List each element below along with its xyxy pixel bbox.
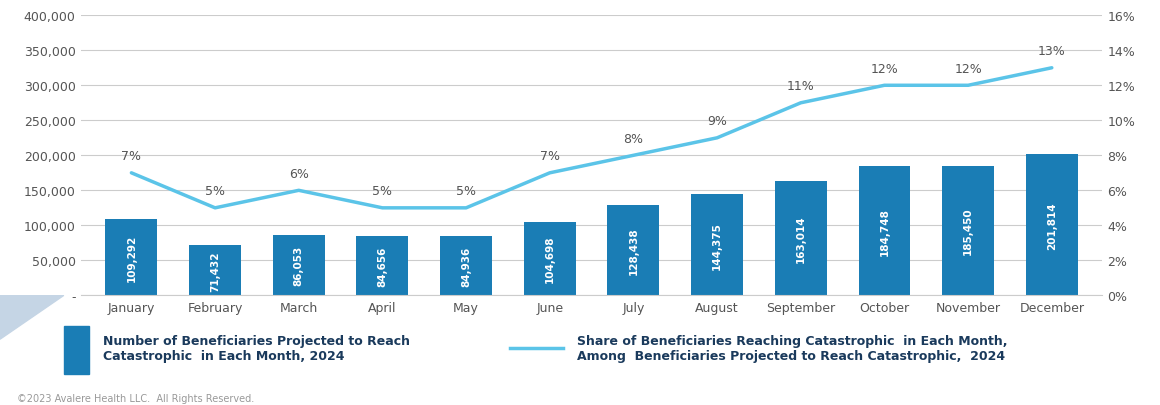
Text: 7%: 7% <box>122 150 142 163</box>
Text: 104,698: 104,698 <box>545 235 554 283</box>
Text: 11%: 11% <box>786 80 814 93</box>
Text: 128,438: 128,438 <box>629 227 638 275</box>
Bar <box>775 182 827 296</box>
Text: 12%: 12% <box>955 63 983 76</box>
FancyBboxPatch shape <box>64 326 89 374</box>
Bar <box>691 195 744 296</box>
Bar <box>189 246 241 296</box>
Text: 184,748: 184,748 <box>879 207 890 255</box>
Text: 7%: 7% <box>539 150 560 163</box>
Text: Share of Beneficiaries Reaching Catastrophic  in Each Month,
Among  Beneficiarie: Share of Beneficiaries Reaching Catastro… <box>577 334 1007 362</box>
Polygon shape <box>0 296 64 339</box>
Text: 8%: 8% <box>623 132 644 145</box>
Text: 71,432: 71,432 <box>210 251 220 291</box>
Text: 13%: 13% <box>1038 45 1066 58</box>
Bar <box>273 236 325 296</box>
Bar <box>1025 155 1078 296</box>
Text: 185,450: 185,450 <box>963 207 973 255</box>
Text: 144,375: 144,375 <box>712 222 723 269</box>
Bar <box>608 206 659 296</box>
Text: 5%: 5% <box>372 185 392 198</box>
Text: 109,292: 109,292 <box>126 234 137 281</box>
Text: 84,656: 84,656 <box>377 246 387 286</box>
Text: 163,014: 163,014 <box>796 215 806 262</box>
Bar <box>440 236 492 296</box>
Text: 201,814: 201,814 <box>1046 201 1057 249</box>
Text: ©2023 Avalere Health LLC.  All Rights Reserved.: ©2023 Avalere Health LLC. All Rights Res… <box>17 393 255 403</box>
Bar <box>524 222 575 296</box>
Text: 84,936: 84,936 <box>461 246 471 286</box>
Bar <box>356 237 408 296</box>
Bar <box>858 166 911 296</box>
Bar <box>106 219 158 296</box>
Text: 5%: 5% <box>205 185 225 198</box>
Text: 6%: 6% <box>289 167 309 180</box>
Text: Number of Beneficiaries Projected to Reach
Catastrophic  in Each Month, 2024: Number of Beneficiaries Projected to Rea… <box>103 334 411 362</box>
Text: 9%: 9% <box>708 115 727 128</box>
Bar <box>942 166 994 296</box>
Text: 5%: 5% <box>456 185 476 198</box>
Text: 86,053: 86,053 <box>293 245 304 286</box>
Text: 12%: 12% <box>870 63 898 76</box>
